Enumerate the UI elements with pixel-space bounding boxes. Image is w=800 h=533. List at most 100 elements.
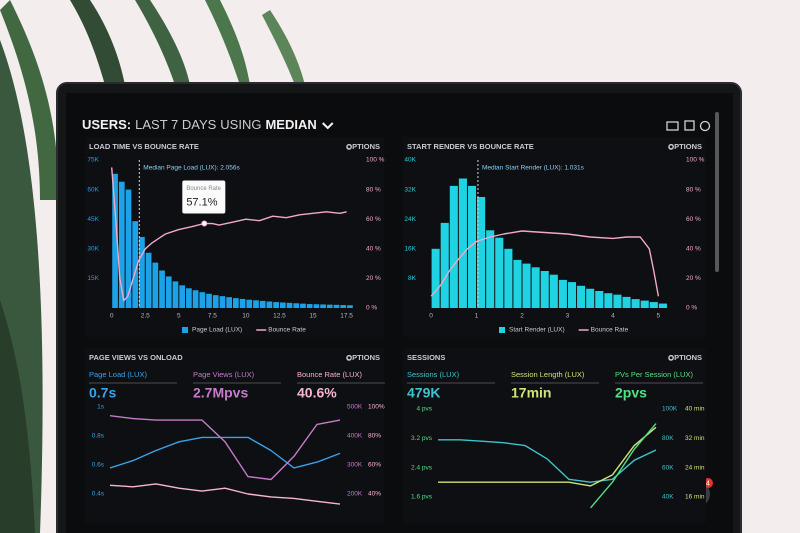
kpi-label: Session Length (LUX) [511,370,585,379]
legend-label[interactable]: Bounce Rate [591,327,629,334]
series-line [438,426,657,487]
legend-label[interactable]: Start Render (LUX) [509,327,565,334]
legend-swatch [499,327,505,333]
panel-title: LOAD TIME VS BOUNCE RATE [89,142,199,151]
y-tick-label: 0.8s [92,433,105,440]
y-tick-label: 60K [87,186,99,193]
y3-tick-label: 80% [368,433,381,440]
title-part: USERS: [82,117,131,132]
y-tick-label: 16K [404,246,416,253]
panel-title: START RENDER VS BOUNCE RATE [407,142,534,151]
histogram-bar [320,304,326,308]
histogram-bar [604,293,613,308]
histogram-bar [631,299,640,308]
x-tick-label: 2.5 [141,313,150,320]
histogram-bar [440,222,449,308]
options-icon[interactable] [668,355,674,361]
y2-tick-label: 100 % [686,157,705,164]
options-icon[interactable] [346,144,352,150]
median-label: Median Start Render (LUX): 1.031s [482,165,585,172]
y2-tick-label: 80 % [366,186,381,193]
help-icon[interactable] [699,120,711,132]
x-tick-label: 1 [475,313,479,320]
y-tick-label: 15K [87,275,99,282]
histogram-bar [531,267,540,308]
histogram-bar [558,279,567,308]
y2-tick-label: 40K [662,494,674,501]
panel-title: SESSIONS [407,353,445,362]
y2-tick-label: 300K [347,462,363,469]
histogram-bar [159,270,165,308]
kpi-label: Sessions (LUX) [407,370,460,379]
histogram-bar [199,292,206,308]
histogram-bar [212,295,219,308]
histogram-bar [567,282,577,308]
histogram-bar [118,181,125,308]
options-icon[interactable] [668,144,674,150]
histogram-bar [165,276,172,308]
kpi-value: 2pvs [615,385,647,401]
kpi-value: 2.7Mpvs [193,385,248,401]
y2-tick-label: 40 % [366,246,381,253]
y3-tick-label: 60% [368,462,381,469]
y2-tick-label: 500K [347,404,363,411]
y3-tick-label: 40 min [685,406,705,413]
panel: START RENDER VS BOUNCE RATE OPTIONS 8K 16K 2… [403,137,706,337]
options-icon[interactable] [346,355,352,361]
options-button[interactable]: OPTIONS [668,142,702,151]
y-tick-label: 30K [87,246,99,253]
legend-swatch [182,327,188,333]
histogram-bar [495,237,504,308]
y2-tick-label: 80 % [686,186,701,193]
histogram-bar [226,297,232,308]
y2-tick-label: 40 % [686,246,701,253]
histogram-bar [206,293,212,308]
histogram-bar [293,303,300,308]
x-tick-label: 15 [309,313,317,320]
panel-background [403,348,706,523]
histogram-bar [273,302,279,308]
options-button[interactable]: OPTIONS [346,142,380,151]
panel-background [85,348,384,523]
y2-tick-label: 100 % [366,157,385,164]
options-button[interactable]: OPTIONS [668,353,702,362]
panel-title: PAGE VIEWS VS ONLOAD [89,353,183,362]
histogram-bar [622,296,631,308]
histogram-bar [522,263,531,308]
kpi-label: PVs Per Session (LUX) [615,370,693,379]
image-icon[interactable] [684,120,695,131]
histogram-bar [640,300,649,308]
histogram-bar [504,248,513,308]
series-line [109,483,341,505]
options-button[interactable]: OPTIONS [346,353,380,362]
histogram-bar [132,221,139,308]
monitor-icon[interactable] [666,121,679,131]
x-tick-label: 5 [177,313,181,320]
histogram-bar [239,298,246,308]
x-tick-label: 10 [242,313,250,320]
histogram-bar [306,304,313,308]
kpi-value: 0.7s [89,385,116,401]
scrollbar[interactable] [715,112,719,272]
legend-label[interactable]: Page Load (LUX) [192,327,242,334]
x-tick-label: 0 [110,313,114,320]
dropdown-chevron[interactable] [322,122,334,130]
median-label: Median Page Load (LUX): 2.056s [143,165,240,172]
y-tick-label: 32K [404,186,416,193]
histogram-bar [326,304,333,308]
y-tick-label: 4 pvs [416,406,432,413]
y2-tick-label: 60 % [686,216,701,223]
legend-label[interactable]: Bounce Rate [268,327,306,334]
histogram-bar [486,230,495,308]
y2-tick-label: 0 % [686,305,697,312]
histogram-bar [449,185,458,308]
tooltip-point [201,220,208,227]
x-tick-label: 5 [657,313,661,320]
y-tick-label: 0.6s [92,462,105,469]
histogram-bar [139,236,145,308]
y-tick-label: 1.6 pvs [411,494,433,501]
histogram-bar [595,290,604,308]
dashboard-title[interactable]: USERS: LAST 7 DAYS USING MEDIAN [82,117,317,132]
histogram-bar [259,300,266,308]
